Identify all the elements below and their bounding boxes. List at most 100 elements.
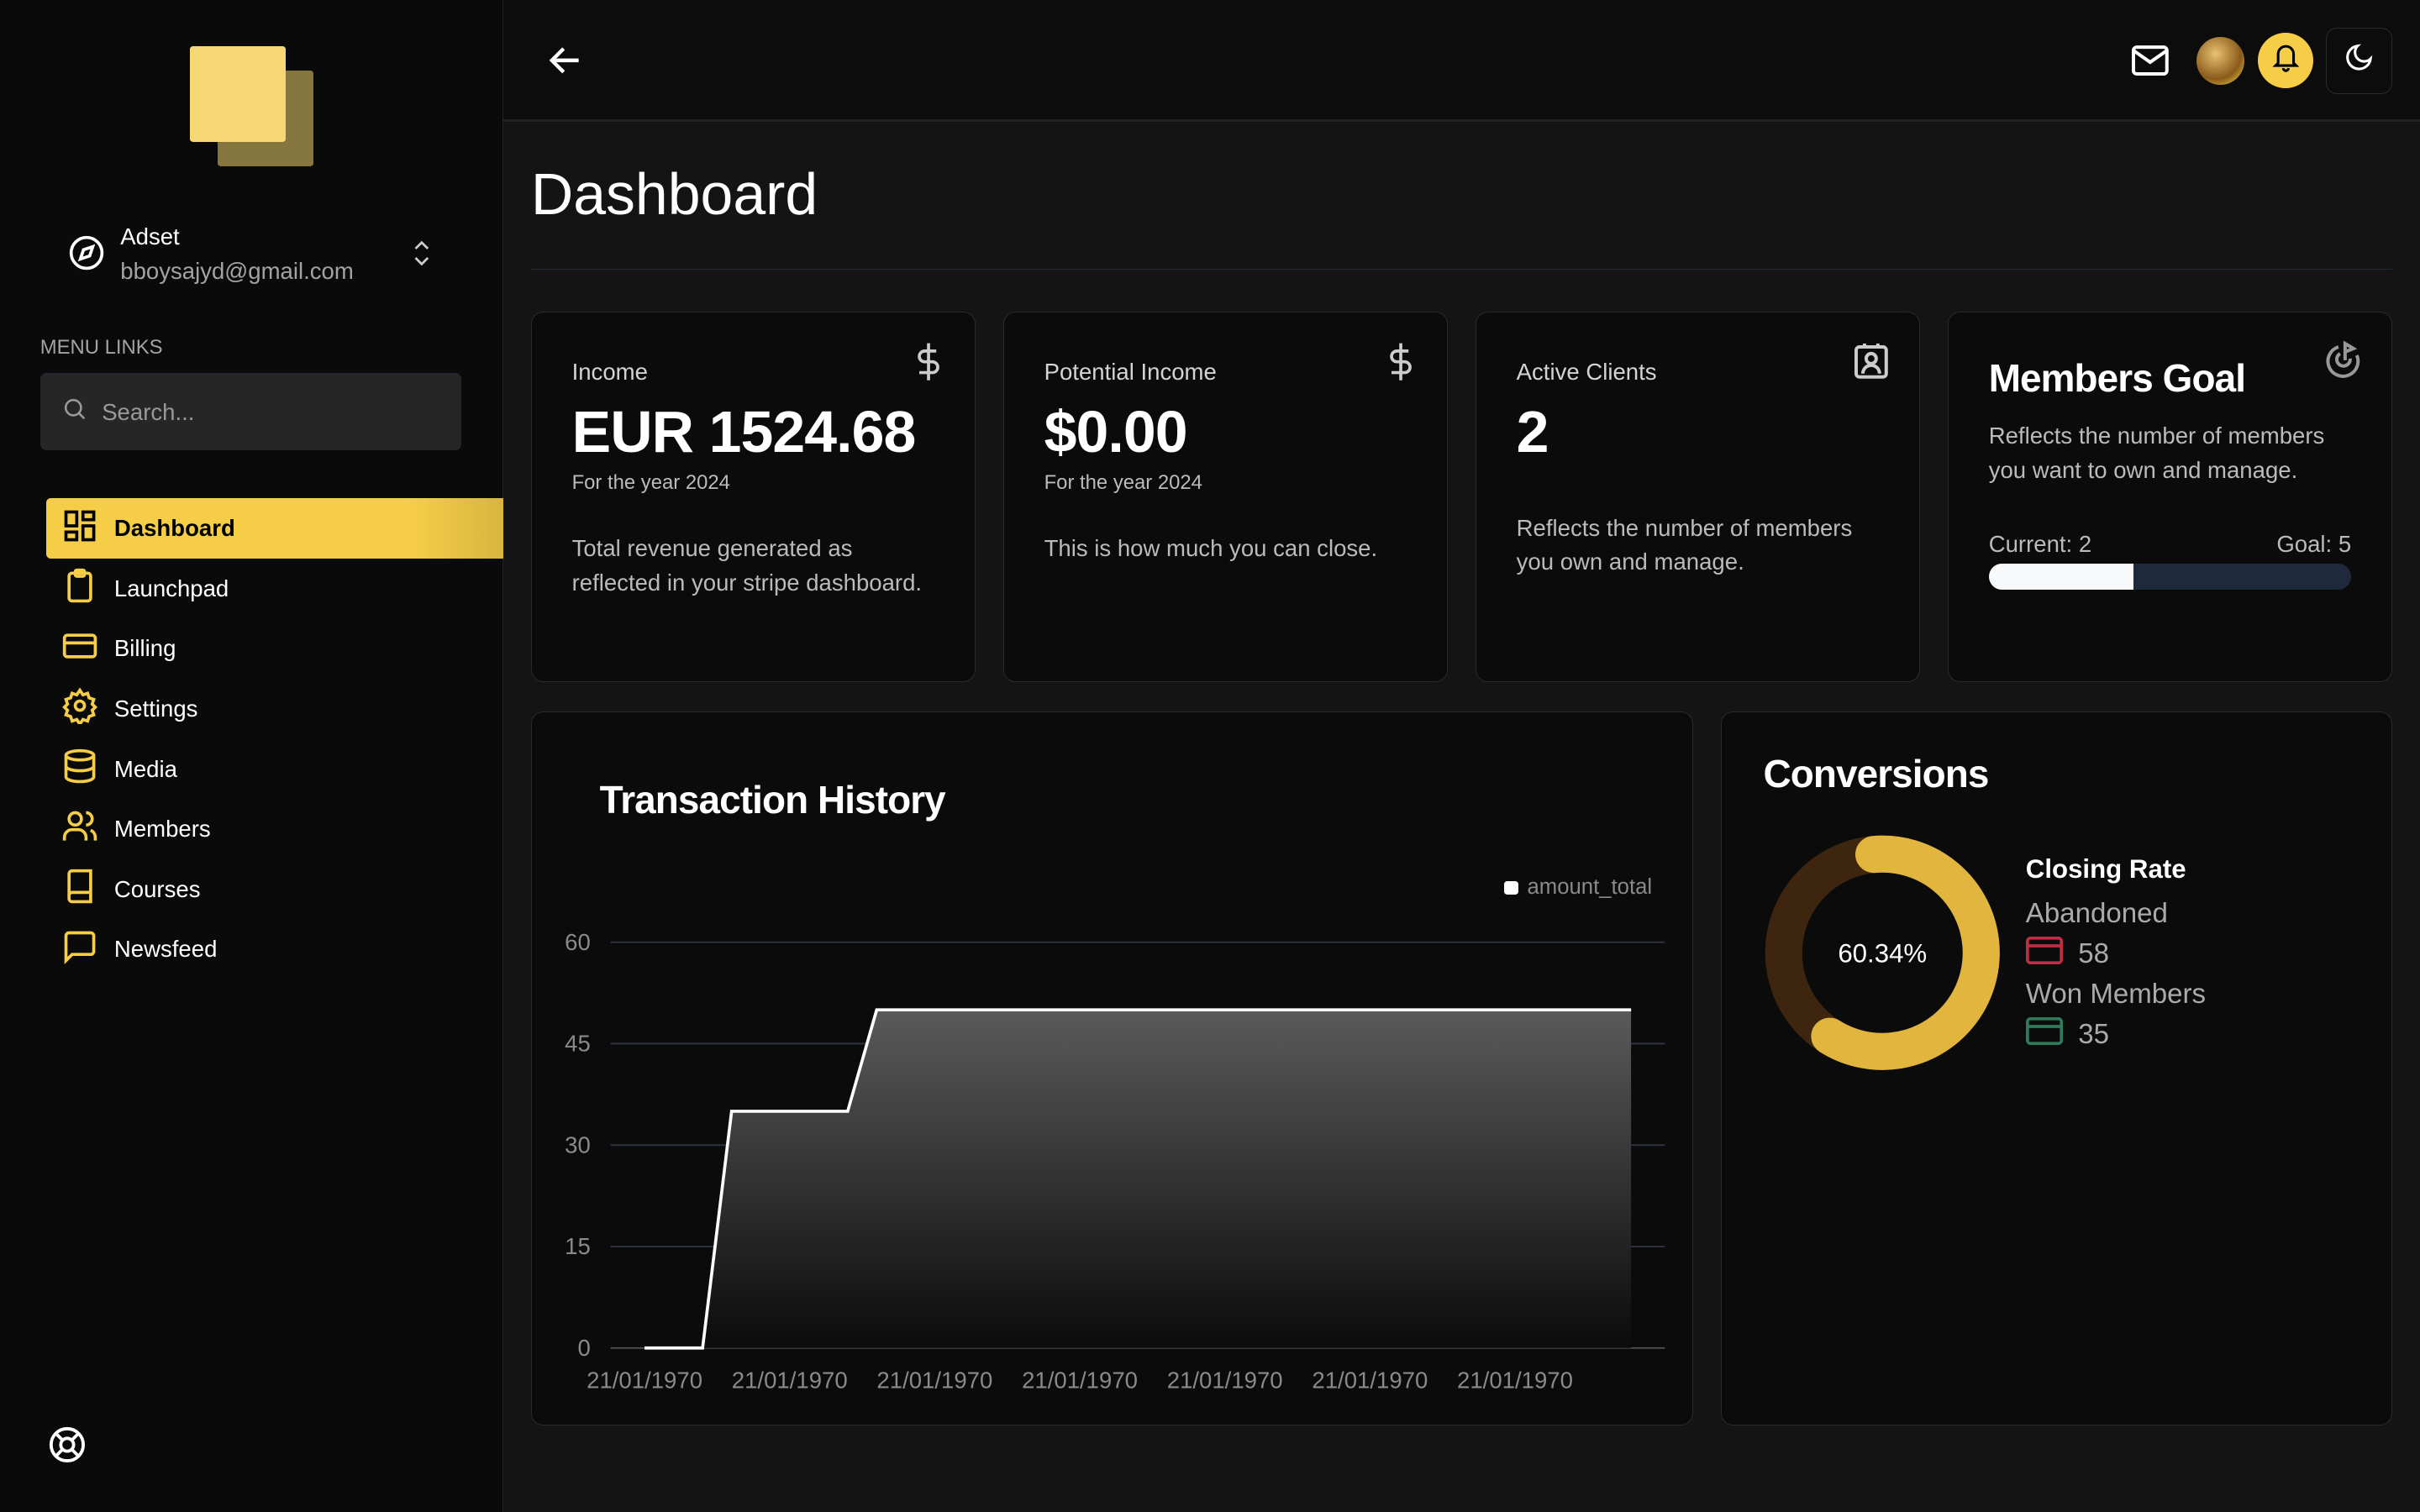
sidebar-item-label: Dashboard [113, 515, 235, 542]
abandoned-label: Abandoned [2025, 898, 2168, 930]
logo-front-square [189, 46, 286, 142]
transaction-chart: 0 15 30 45 60 21/01/1970 21/01/1970 21/01/1970 2… [565, 929, 1665, 1393]
mail-icon[interactable] [2130, 42, 2170, 79]
income-card: Income EUR 1524.68 For the year 2024 Tot… [530, 312, 976, 682]
abandoned-row: 58 [2025, 934, 2206, 974]
sidebar-item-label: Billing [113, 635, 176, 662]
theme-toggle-button[interactable] [2325, 28, 2392, 95]
income-period: For the year 2024 [571, 471, 730, 495]
y-tick-label: 45 [565, 1030, 591, 1056]
abandoned-count: 58 [2078, 938, 2109, 970]
won-row: 35 [2025, 1015, 2206, 1055]
goal-label: Goal: 5 [2276, 530, 2352, 557]
x-tick-label: 21/01/1970 [1457, 1367, 1573, 1393]
progress-fill [1988, 564, 2134, 591]
conversions-title: Conversions [1763, 751, 1990, 795]
sidebar-item-label: Courses [113, 875, 201, 902]
search-input[interactable] [102, 398, 411, 426]
x-tick-label: 21/01/1970 [732, 1367, 848, 1393]
conversions-card: Conversions 60.34% Closing Rate Abandone… [1720, 711, 2392, 1426]
active-clients-card: Active Clients 2 Reflects the number of … [1475, 312, 1920, 682]
chart-title: Transaction History [599, 777, 946, 822]
x-tick-label: 21/01/1970 [1312, 1367, 1428, 1393]
sidebar-item-settings[interactable]: Settings [46, 679, 503, 739]
bell-icon [2270, 41, 2302, 79]
menu-links-label: MENU LINKS [39, 336, 163, 360]
active-clients-value: 2 [1516, 398, 1549, 465]
sidebar-item-label: Members [113, 816, 211, 843]
won-count: 35 [2078, 1018, 2109, 1050]
sidebar-item-members[interactable]: Members [46, 799, 503, 859]
goal-target-icon [2323, 340, 2364, 387]
chevron-up-down-icon[interactable] [411, 239, 433, 274]
potential-income-value: $0.00 [1044, 398, 1188, 465]
members-goal-progress-bar [1988, 564, 2352, 591]
sidebar-item-dashboard[interactable]: Dashboard [46, 498, 503, 559]
sidebar-item-courses[interactable]: Courses [46, 859, 503, 920]
back-arrow-icon[interactable] [544, 40, 587, 81]
account-email[interactable]: bboysajyd@gmail.com [120, 257, 354, 284]
income-value: EUR 1524.68 [571, 398, 917, 465]
active-clients-label: Active Clients [1516, 359, 1657, 386]
sidebar-item-label: Newsfeed [113, 936, 218, 963]
sidebar-item-label: Settings [113, 695, 198, 722]
series-line [644, 1008, 1631, 1350]
members-goal-title: Members Goal [1988, 356, 2246, 401]
moon-icon [2344, 42, 2375, 80]
search-box[interactable] [39, 373, 462, 451]
potential-income-label: Potential Income [1044, 359, 1217, 386]
income-label: Income [571, 359, 648, 386]
income-description: Total revenue generated as reflected in … [571, 535, 923, 596]
donut-center-label: 60.34% [1838, 938, 1927, 968]
y-tick-label: 15 [565, 1233, 591, 1259]
account-name[interactable]: Adset [120, 223, 180, 250]
help-lifebuoy-icon[interactable] [48, 1425, 87, 1471]
dollar-icon [1382, 340, 1419, 390]
clipboard-icon [61, 567, 98, 610]
x-tick-label: 21/01/1970 [587, 1367, 702, 1393]
legend-swatch [1503, 880, 1518, 895]
user-avatar[interactable] [2196, 37, 2244, 86]
card-icon-red [2025, 937, 2063, 972]
sidebar-item-label: Launchpad [113, 575, 229, 601]
potential-income-card: Potential Income $0.00 For the year 2024… [1002, 312, 1448, 682]
series-area [644, 1009, 1631, 1348]
gear-icon [61, 687, 98, 730]
potential-income-period: For the year 2024 [1044, 471, 1202, 495]
members-goal-description: Reflects the number of members you want … [1988, 423, 2325, 483]
compass-icon [68, 234, 105, 278]
credit-card-icon [61, 627, 98, 670]
card-icon-green [2025, 1016, 2063, 1053]
x-tick-label: 21/01/1970 [1022, 1367, 1138, 1393]
sidebar-item-label: Media [113, 755, 177, 782]
goal-labels: Current: 2 Goal: 5 [1989, 531, 2351, 558]
notifications-bell-button[interactable] [2258, 32, 2314, 88]
current-label: Current: 2 [1988, 530, 2092, 557]
dashboard-icon [61, 507, 98, 550]
active-clients-description: Reflects the number of members you own a… [1516, 514, 1853, 575]
contact-badge-icon [1851, 340, 1891, 387]
won-members-label: Won Members [2025, 978, 2207, 1010]
sidebar-item-billing[interactable]: Billing [46, 619, 503, 680]
closing-rate-label: Closing Rate [2025, 853, 2186, 884]
potential-income-description: This is how much you can close. [1044, 535, 1378, 562]
book-icon [61, 868, 98, 911]
sidebar-item-media[interactable]: Media [46, 739, 503, 800]
chart-legend[interactable]: amount_total [1503, 875, 1652, 900]
y-tick-label: 60 [565, 929, 591, 955]
conversions-donut: 60.34% [1765, 835, 2000, 1070]
sidebar-nav: Dashboard Launchpad Billing Settings Med… [46, 498, 503, 979]
search-icon [61, 396, 87, 428]
sidebar-item-newsfeed[interactable]: Newsfeed [46, 920, 503, 980]
message-icon [61, 928, 98, 971]
title-divider [530, 268, 2392, 270]
sidebar-item-launchpad[interactable]: Launchpad [46, 559, 503, 619]
dollar-icon [910, 340, 947, 390]
top-header [502, 0, 2420, 123]
y-tick-label: 30 [565, 1131, 591, 1158]
database-icon [61, 748, 98, 790]
sidebar: Adset bboysajyd@gmail.com MENU LINKS Das… [0, 0, 503, 1512]
x-tick-label: 21/01/1970 [876, 1367, 992, 1393]
users-icon [61, 808, 98, 851]
members-goal-card: Members Goal Reflects the number of memb… [1947, 312, 2392, 682]
